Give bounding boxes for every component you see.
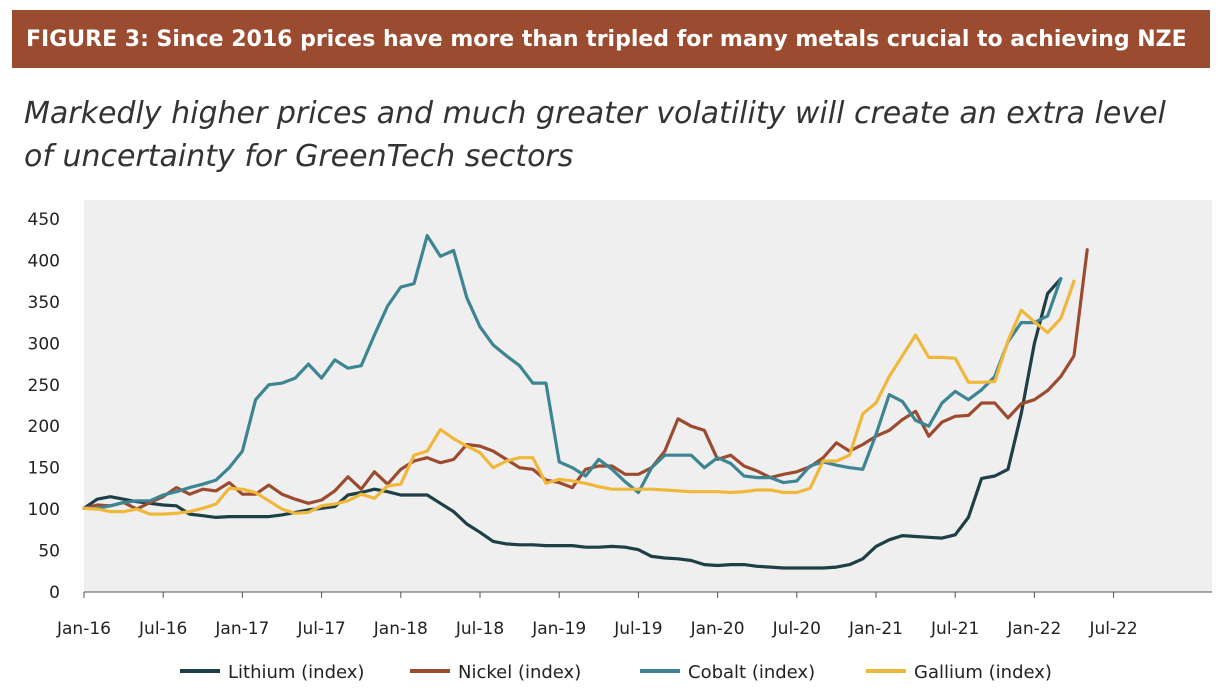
series-line-cobalt: [82, 234, 1063, 510]
legend-label: Lithium (index): [228, 662, 364, 683]
y-tick-label: 0: [49, 583, 60, 603]
y-tick-label: 150: [28, 459, 60, 479]
y-tick-label: 400: [28, 251, 60, 271]
chart-legend: Lithium (index) Nickel (index) Cobalt (ind…: [0, 652, 1226, 690]
chart-svg: 0 50 100 150 200 250 300 350 400 450 Jan-16 Jul-16 J…: [28, 200, 1212, 639]
plot-background: [84, 200, 1212, 592]
x-tick-label: Jan-21: [848, 619, 903, 639]
legend-item-lithium: Lithium (index): [180, 662, 364, 683]
figure-title: FIGURE 3: Since 2016 prices have more th…: [26, 26, 1187, 52]
x-tick-label: Jan-18: [373, 619, 428, 639]
y-tick-label: 200: [28, 417, 60, 437]
y-tick-label: 50: [38, 542, 60, 562]
y-tick-label: 300: [28, 334, 60, 354]
y-tick-label: 350: [28, 293, 60, 313]
legend-item-cobalt: Cobalt (index): [640, 662, 815, 683]
figure-subtitle: Markedly higher prices and much greater …: [24, 96, 1166, 174]
legend-label: Nickel (index): [458, 662, 581, 683]
x-tick-label: Jan-19: [531, 619, 586, 639]
x-tick-label: Jan-22: [1006, 619, 1061, 639]
x-tick-label: Jul-21: [930, 619, 979, 639]
series-line-nickel: [82, 248, 1089, 511]
x-tick-label: Jul-18: [455, 619, 504, 639]
legend-item-gallium: Gallium (index): [866, 662, 1052, 683]
legend-label: Cobalt (index): [688, 662, 815, 683]
y-tick-label: 250: [28, 376, 60, 396]
series-line-lithium: [82, 277, 1063, 570]
x-tick-label: Jul-17: [296, 619, 345, 639]
x-tick-label: Jul-22: [1088, 619, 1137, 639]
y-tick-label: 450: [28, 210, 60, 230]
legend-svg: Lithium (index) Nickel (index) Cobalt (ind…: [180, 662, 1052, 683]
x-tick-label: Jul-19: [613, 619, 662, 639]
x-tick-label: Jul-20: [772, 619, 821, 639]
line-chart: 0 50 100 150 200 250 300 350 400 450 Jan-16 Jul-16 J…: [0, 200, 1226, 690]
y-tick-label: 100: [28, 500, 60, 520]
x-tick-label: Jan-16: [56, 619, 111, 639]
x-tick-label: Jan-17: [214, 619, 269, 639]
legend-label: Gallium (index): [914, 662, 1052, 683]
x-tick-label: Jul-16: [138, 619, 187, 639]
legend-item-nickel: Nickel (index): [410, 662, 581, 683]
series-line-gallium: [82, 279, 1076, 516]
figure-banner: FIGURE 3: Since 2016 prices have more th…: [12, 10, 1210, 68]
x-tick-label: Jan-20: [690, 619, 745, 639]
